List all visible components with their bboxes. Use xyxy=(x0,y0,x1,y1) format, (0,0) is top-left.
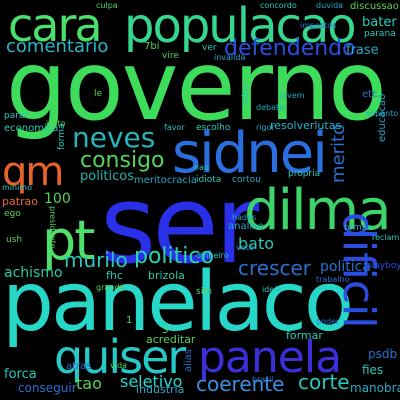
word-invalida: invalida xyxy=(214,53,246,62)
word-bater: bater xyxy=(362,15,397,30)
word-comentario: comentario xyxy=(6,36,109,57)
word-fies: fies xyxy=(362,363,384,377)
word-corte: corte xyxy=(298,370,350,394)
word-quiser: quiser xyxy=(54,330,186,384)
word-acreditar: acreditar xyxy=(146,333,196,346)
word-ser: ser xyxy=(100,163,259,288)
word-hades: hades xyxy=(232,213,257,222)
word-duvida: duvida xyxy=(316,1,344,10)
word-le: le xyxy=(94,89,103,99)
word-qm: qm xyxy=(2,149,64,195)
word-vire: vire xyxy=(162,51,179,61)
word-panelaco: panelaco xyxy=(2,255,354,350)
word-conseguir: conseguir xyxy=(18,381,77,395)
word-parana: parana xyxy=(364,29,396,39)
word-parar: parar xyxy=(4,111,29,121)
word-neves: neves xyxy=(72,121,156,154)
word-sidnei: sidnei xyxy=(172,121,328,186)
word-tao: tao xyxy=(76,374,102,393)
word-idiota: idiota xyxy=(196,175,222,185)
word-etc: etc xyxy=(362,89,378,100)
word-rigor: rigor xyxy=(256,123,275,132)
word-patrao: patrao xyxy=(2,195,39,208)
word-politicos: politicos xyxy=(80,169,135,184)
word-crescer: crescer xyxy=(238,256,312,280)
word-achismo: achismo xyxy=(4,265,63,281)
word-minimo: minimo xyxy=(2,183,32,192)
word-analise: analise xyxy=(228,221,264,232)
word-merito: merito xyxy=(328,123,349,183)
word-cortou: cortou xyxy=(232,175,261,185)
word-alias: alias xyxy=(183,348,194,372)
word-playboy: playboy xyxy=(366,261,400,271)
word-meritocracia: meritocracia xyxy=(134,175,197,186)
word-nao: nao xyxy=(194,163,209,172)
word-seletivo: seletivo xyxy=(120,372,183,391)
word-pt: pt xyxy=(42,209,95,272)
word-pssdb: psdb xyxy=(368,347,398,361)
word-murilo: murilo xyxy=(64,248,128,272)
word-discussao: discussao xyxy=(350,1,399,12)
word-frase: frase xyxy=(346,43,379,58)
word-ver: ver xyxy=(202,43,217,53)
word-dilma: dilma xyxy=(244,178,392,243)
word-resolverlutas: resolverlutas xyxy=(270,119,342,132)
word-rolou: rolou xyxy=(241,83,251,106)
word-reclamar: reclamar xyxy=(372,233,400,242)
word-governo: governo xyxy=(6,30,387,142)
word-1: 1 xyxy=(126,315,133,326)
word-cara: cara xyxy=(8,0,103,52)
word-grande: grande xyxy=(96,283,125,292)
word-sim: sim xyxy=(196,287,212,297)
word-brasil: brasil xyxy=(252,375,274,384)
word-culpa: culpa xyxy=(96,1,118,10)
word-panela: panela xyxy=(198,332,342,383)
word-ideia: ideia xyxy=(262,285,282,294)
word-bato: bato xyxy=(238,234,275,253)
word-voto: voto xyxy=(236,243,254,252)
word-espanto: espanto xyxy=(366,109,399,118)
word-propria: propria xyxy=(288,169,321,179)
word-tomar: tomar xyxy=(344,223,372,233)
word-coerente: coerente xyxy=(196,372,285,396)
word-economica: economica xyxy=(4,123,59,134)
word-fhc: fhc xyxy=(106,269,123,282)
word-3: 3 xyxy=(162,325,169,336)
word-brizola: brizola xyxy=(148,269,185,282)
word-jovem: jovem xyxy=(280,91,305,100)
word-escolho: escolho xyxy=(196,123,231,133)
word-concordo: concordo xyxy=(260,1,297,10)
word-formar: formar xyxy=(286,329,323,342)
word-7bi: 7bi xyxy=(144,41,160,52)
word-debate: debate xyxy=(256,103,285,112)
word-atras: atras xyxy=(66,361,92,372)
word-ego: ego xyxy=(4,209,21,219)
word-manobra: manobra xyxy=(350,381,400,395)
word-vida: vida xyxy=(110,361,127,370)
word-impostos: impostos xyxy=(300,21,337,30)
word-favor: favor xyxy=(164,123,185,132)
word-populacao: populacao xyxy=(124,0,357,54)
word-100: 100 xyxy=(44,191,71,207)
word-politico: politico xyxy=(134,244,214,269)
word-trabalho: trabalho xyxy=(316,275,350,284)
word-industria: industria xyxy=(136,383,185,396)
word-dinheiro: dinheiro xyxy=(196,251,229,260)
word-ush: ush xyxy=(6,235,23,245)
word-justo: justo xyxy=(46,119,66,128)
word-forca: forca xyxy=(4,367,37,382)
word-defendendo: defendendo xyxy=(224,36,356,61)
word-consigo: consigo xyxy=(80,148,165,173)
word-presidente: presidente xyxy=(48,206,57,249)
word-politica: politica xyxy=(320,259,371,275)
word-poder: poder xyxy=(316,317,340,326)
